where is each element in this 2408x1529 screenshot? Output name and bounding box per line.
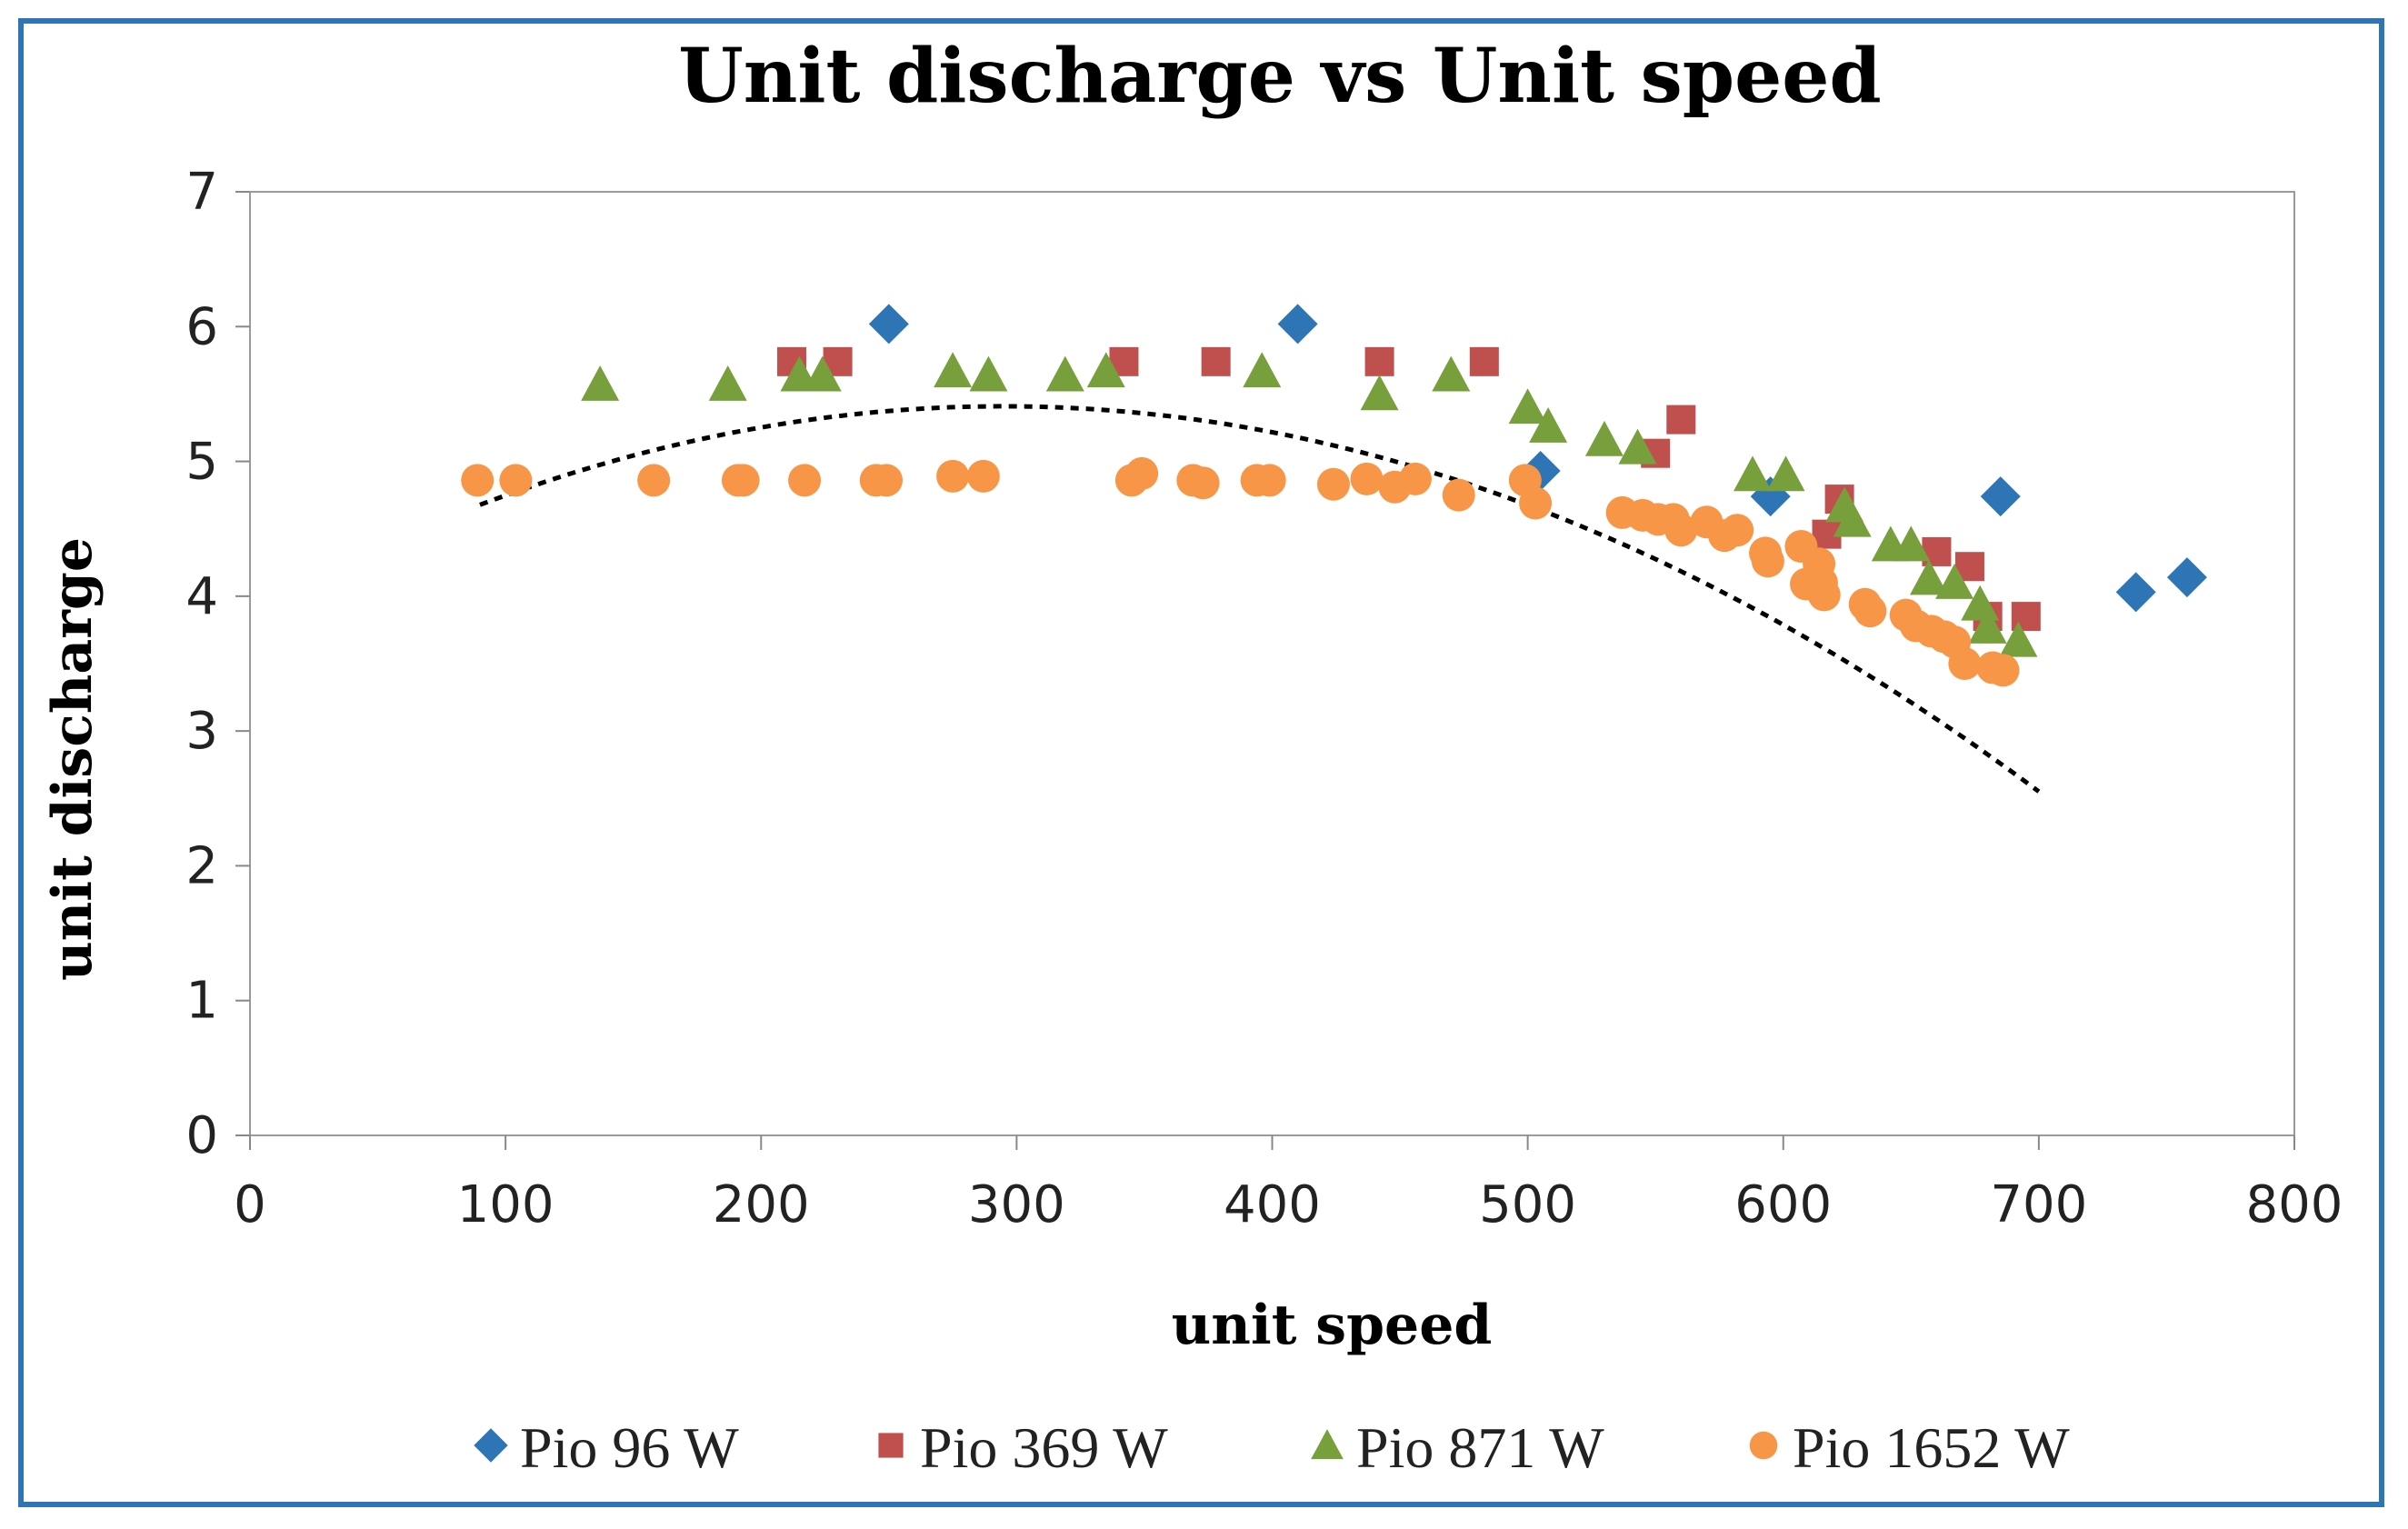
y-tick-label: 4 xyxy=(185,567,218,626)
legend-label: Pio 1652 W xyxy=(1793,1415,2070,1480)
data-point-triangle xyxy=(1734,455,1773,492)
trendline xyxy=(479,404,2041,794)
data-point-triangle xyxy=(1045,355,1084,392)
y-tick-label: 3 xyxy=(185,702,218,761)
data-point-triangle xyxy=(1243,352,1282,388)
series-diamond xyxy=(868,304,2207,613)
data-point-circle xyxy=(1186,466,1220,500)
x-tick-label: 0 xyxy=(234,1175,266,1234)
data-point-circle xyxy=(1807,578,1841,612)
data-point-circle xyxy=(1721,514,1754,547)
legend-item: Pio 871 W xyxy=(1311,1415,1604,1480)
x-tick-label: 600 xyxy=(1734,1175,1832,1234)
x-tick-label: 800 xyxy=(2246,1175,2343,1234)
legend-label: Pio 871 W xyxy=(1356,1415,1604,1480)
data-points xyxy=(461,304,2207,687)
data-point-triangle xyxy=(1833,501,1872,537)
chart-frame xyxy=(18,18,2384,1507)
x-tick-label: 500 xyxy=(1479,1175,1576,1234)
data-point-circle xyxy=(1664,514,1698,547)
data-point-diamond xyxy=(1980,476,2021,517)
data-point-triangle xyxy=(969,355,1008,392)
data-point-square xyxy=(1922,536,1952,566)
data-point-triangle xyxy=(803,355,842,392)
series-circle xyxy=(461,456,2020,687)
data-point-triangle xyxy=(1508,388,1547,425)
data-point-diamond xyxy=(2166,557,2207,598)
y-tick-label: 7 xyxy=(185,163,218,222)
legend-item: Pio 1652 W xyxy=(1749,1415,2070,1480)
data-point-triangle xyxy=(1086,352,1125,388)
legend: Pio 96 W Pio 369 W Pio 871 W Pio 1652 W xyxy=(474,1415,2070,1480)
data-point-circle xyxy=(499,464,533,497)
legend-item: Pio 96 W xyxy=(474,1415,739,1480)
legend-marker-triangle xyxy=(1311,1429,1344,1460)
data-point-circle xyxy=(1442,478,1475,512)
series-triangle xyxy=(581,352,2038,657)
data-point-circle xyxy=(1125,456,1159,490)
data-point-circle xyxy=(637,464,671,497)
data-point-triangle xyxy=(1529,407,1568,443)
data-point-circle xyxy=(1519,486,1553,520)
y-tick-label: 1 xyxy=(185,972,218,1031)
data-point-circle xyxy=(1253,464,1286,497)
data-point-circle xyxy=(1948,647,1982,680)
x-tick-label: 100 xyxy=(457,1175,555,1234)
chart-title: Unit discharge vs Unit speed xyxy=(678,33,1882,120)
data-point-circle xyxy=(936,459,970,493)
data-point-triangle xyxy=(708,365,747,401)
data-point-diamond xyxy=(2115,572,2156,613)
data-point-diamond xyxy=(1277,304,1318,345)
data-point-triangle xyxy=(1432,355,1471,392)
data-point-circle xyxy=(1350,462,1384,495)
x-tick-label: 200 xyxy=(713,1175,810,1234)
data-point-circle xyxy=(1751,545,1784,578)
data-point-triangle xyxy=(1892,525,1931,562)
trendline-layer xyxy=(479,404,2041,794)
y-tick-label: 5 xyxy=(185,433,218,492)
y-tick-label: 0 xyxy=(185,1106,218,1165)
y-axis-title: unit discharge xyxy=(41,537,105,981)
legend-label: Pio 369 W xyxy=(920,1415,1168,1480)
data-point-circle xyxy=(1398,462,1432,495)
data-point-triangle xyxy=(1999,621,2038,657)
data-point-circle xyxy=(788,464,822,497)
x-tick-label: 300 xyxy=(968,1175,1065,1234)
data-point-circle xyxy=(1316,467,1350,501)
data-point-square xyxy=(1666,405,1696,435)
data-point-circle xyxy=(1853,595,1887,628)
x-tick-label: 700 xyxy=(1990,1175,2087,1234)
data-point-square xyxy=(1469,346,1499,376)
data-point-circle xyxy=(461,464,495,497)
x-axis-title: unit speed xyxy=(1172,1294,1493,1357)
data-point-diamond xyxy=(868,304,909,345)
data-point-triangle xyxy=(1584,420,1624,456)
y-tick-label: 2 xyxy=(185,836,218,895)
data-point-circle xyxy=(966,459,1000,493)
data-point-circle xyxy=(870,464,904,497)
data-point-square xyxy=(1201,346,1231,376)
x-tick-label: 400 xyxy=(1224,1175,1321,1234)
data-point-triangle xyxy=(1766,455,1805,492)
data-point-triangle xyxy=(1618,428,1657,465)
y-tick-label: 6 xyxy=(185,297,218,356)
data-point-triangle xyxy=(1935,564,1974,599)
legend-item: Pio 369 W xyxy=(878,1415,1168,1480)
data-point-triangle xyxy=(934,352,973,388)
legend-marker-diamond xyxy=(474,1428,508,1463)
legend-marker-square xyxy=(878,1433,904,1458)
data-point-circle xyxy=(726,464,760,497)
data-point-triangle xyxy=(581,365,620,401)
data-point-triangle xyxy=(1360,375,1399,411)
plot-area: 0 1 2 3 4 5 6 7 0 100 200 300 400 500 600 700 800 xyxy=(185,163,2343,1234)
legend-label: Pio 96 W xyxy=(520,1415,739,1480)
data-point-square xyxy=(1364,346,1394,376)
data-point-circle xyxy=(1986,654,2020,687)
legend-marker-circle xyxy=(1749,1431,1778,1460)
data-point-triangle xyxy=(1968,607,2007,644)
data-point-triangle xyxy=(1909,559,1948,595)
